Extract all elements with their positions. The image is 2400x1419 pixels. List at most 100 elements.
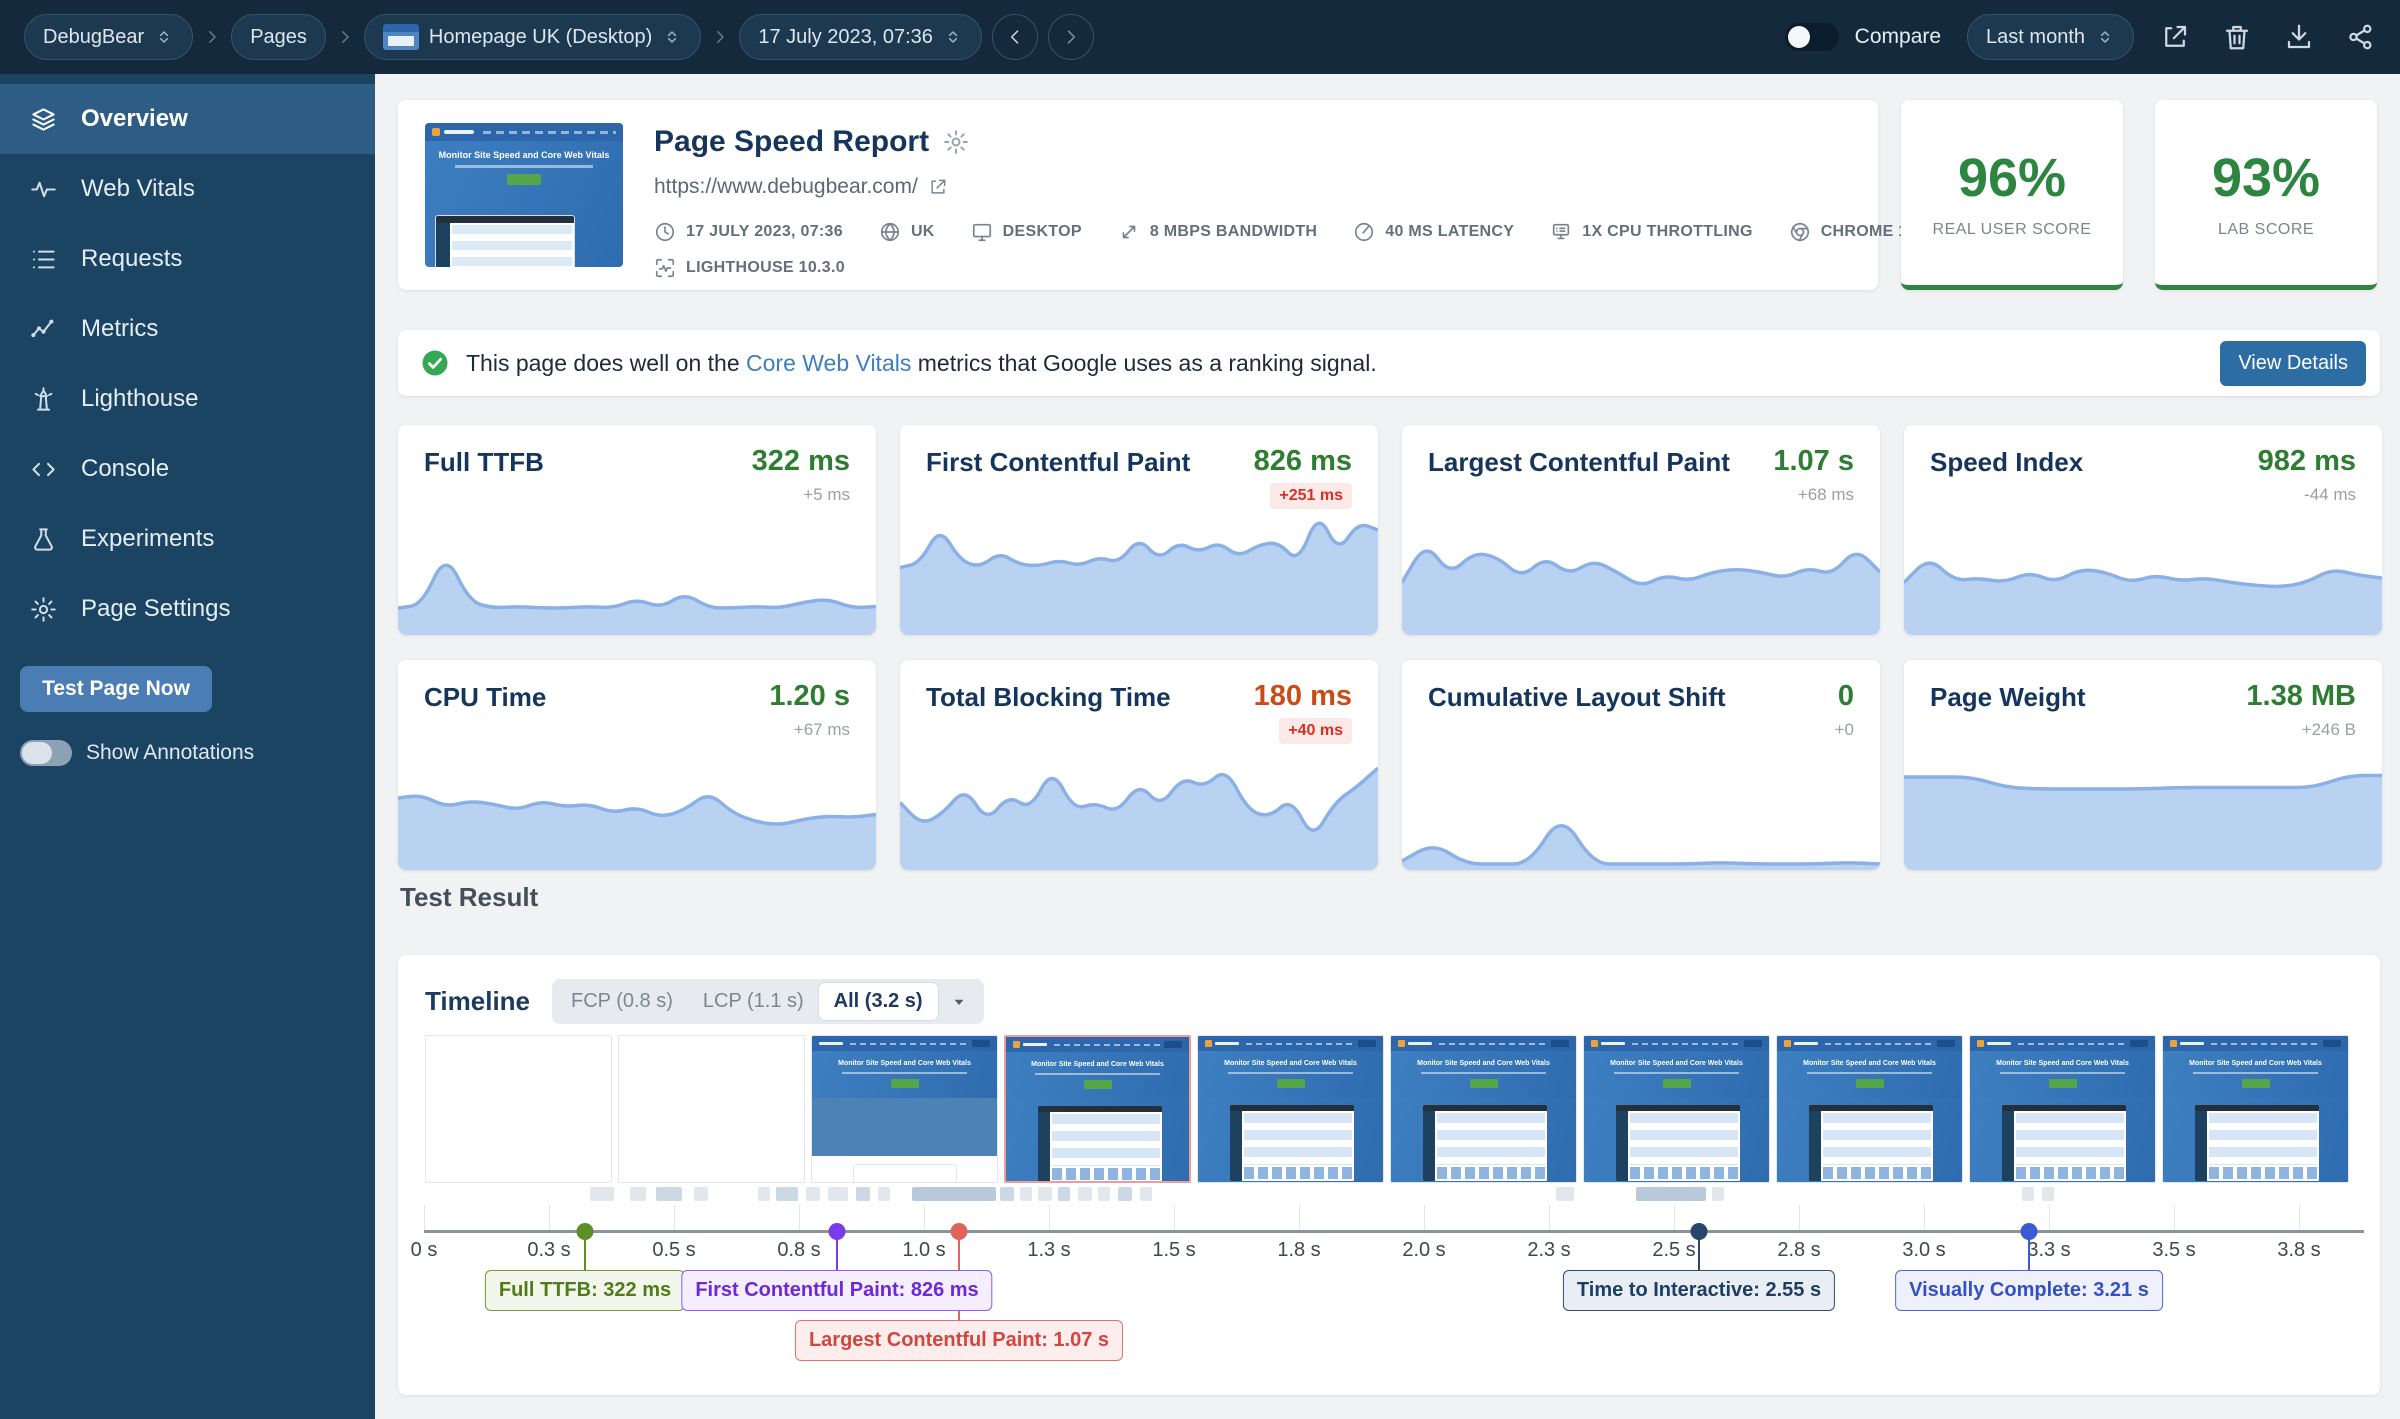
filmstrip-frame[interactable] — [618, 1035, 805, 1183]
test-page-now-button[interactable]: Test Page Now — [20, 666, 212, 712]
breadcrumb-item[interactable]: DebugBear — [24, 14, 194, 60]
monitor-icon — [971, 221, 993, 243]
breadcrumb-page-thumb-icon — [382, 24, 419, 50]
metric-value: 982 ms — [2257, 445, 2356, 477]
activity-segment — [1058, 1187, 1070, 1201]
activity-segment — [1038, 1187, 1052, 1201]
latency-icon — [1353, 221, 1375, 243]
sidebar-item-page-settings[interactable]: Page Settings — [0, 574, 375, 644]
axis-gridline — [1424, 1205, 1425, 1230]
axis-tick-label: 1.8 s — [1277, 1239, 1321, 1261]
activity-segment — [776, 1187, 798, 1201]
breadcrumb-item[interactable]: Pages — [231, 14, 326, 60]
metric-card-cumulative-layout-shift[interactable]: Cumulative Layout Shift 0 +0 — [1402, 660, 1880, 870]
metric-card-total-blocking-time[interactable]: Total Blocking Time 180 ms +40 ms — [900, 660, 1378, 870]
filmstrip-frame[interactable]: Monitor Site Speed and Core Web Vitals — [1197, 1035, 1384, 1183]
axis-tick-label: 3.0 s — [1902, 1239, 1946, 1261]
view-details-button[interactable]: View Details — [2220, 340, 2366, 386]
axis-gridline — [1049, 1205, 1050, 1230]
metric-title: CPU Time — [424, 682, 547, 712]
metric-sparkline — [1402, 720, 1880, 870]
timeline-tab-fcp[interactable]: FCP (0.8 s) — [571, 990, 673, 1012]
open-in-new-icon[interactable] — [2160, 22, 2190, 52]
date-range-select[interactable]: Last month — [1967, 14, 2134, 60]
meta-badge-label: CHROME 114 — [1820, 223, 1926, 240]
marker-dot — [828, 1223, 846, 1240]
trash-icon[interactable] — [2222, 22, 2252, 52]
compare-toggle-knob — [1787, 26, 1810, 48]
meta-badge-label: UK — [910, 223, 935, 240]
timeline-tab-lcp[interactable]: LCP (1.1 s) — [702, 990, 804, 1012]
frame-logo — [1977, 1040, 1984, 1047]
metric-card-largest-contentful-paint[interactable]: Largest Contentful Paint 1.07 s +68 ms — [1402, 425, 1880, 635]
sidebar-item-overview[interactable]: Overview — [0, 84, 375, 154]
filmstrip-frame[interactable]: Monitor Site Speed and Core Web Vitals — [1969, 1035, 2156, 1183]
frame-hero: Monitor Site Speed and Core Web Vitals — [2163, 1051, 2348, 1098]
chrome-icon — [1789, 221, 1811, 243]
share-icon[interactable] — [2346, 22, 2376, 52]
filmstrip: Monitor Site Speed and Core Web Vitals Mo… — [398, 1035, 2380, 1183]
metric-card-first-contentful-paint[interactable]: First Contentful Paint 826 ms +251 ms — [900, 425, 1378, 635]
axis-gridline — [1799, 1205, 1800, 1230]
caret-updown-icon — [943, 27, 963, 47]
report-url-link[interactable]: https://www.debugbear.com/ — [654, 175, 1858, 199]
frame-hero-title: Monitor Site Speed and Core Web Vitals — [1610, 1060, 1743, 1067]
axis-tick-label: 0 s — [410, 1239, 438, 1261]
sidebar-item-metrics[interactable]: Metrics — [0, 294, 375, 364]
thumb-logo — [432, 128, 440, 136]
metric-sparkline — [900, 485, 1378, 635]
breadcrumb-item[interactable]: Homepage UK (Desktop) — [363, 14, 702, 60]
meta-badge: 17 JULY 2023, 07:36 — [654, 221, 843, 243]
sidebar-item-label: Metrics — [81, 315, 159, 342]
metric-delta: -44 ms — [2304, 485, 2356, 504]
timeline-tab-all[interactable]: All (3.2 s) — [818, 983, 938, 1020]
filmstrip-frame[interactable]: Monitor Site Speed and Core Web Vitals — [1583, 1035, 1770, 1183]
filmstrip-frame[interactable]: Monitor Site Speed and Core Web Vitals — [1776, 1035, 1963, 1183]
activity-segment — [758, 1187, 770, 1201]
show-annotations-toggle[interactable] — [20, 740, 72, 766]
metric-delta: +40 ms — [1279, 718, 1352, 744]
frame-dashboard-window — [1038, 1106, 1162, 1181]
filmstrip-frame[interactable]: Monitor Site Speed and Core Web Vitals — [811, 1035, 998, 1183]
list-icon — [30, 246, 57, 273]
timeline-range-dropdown[interactable] — [938, 989, 980, 1015]
metric-value: 1.20 s — [769, 680, 850, 712]
metric-sparkline — [398, 485, 876, 635]
download-icon[interactable] — [2284, 22, 2314, 52]
frame-dashboard — [1970, 1098, 2155, 1182]
sidebar-item-lighthouse[interactable]: Lighthouse — [0, 364, 375, 434]
metric-card-cpu-time[interactable]: CPU Time 1.20 s +67 ms — [398, 660, 876, 870]
filmstrip-frame[interactable]: Monitor Site Speed and Core Web Vitals — [1390, 1035, 1577, 1183]
filmstrip-frame[interactable] — [425, 1035, 612, 1183]
sidebar-item-console[interactable]: Console — [0, 434, 375, 504]
metric-card-speed-index[interactable]: Speed Index 982 ms -44 ms — [1904, 425, 2382, 635]
activity-segment — [1118, 1187, 1132, 1201]
axis-gridline — [2049, 1205, 2050, 1230]
meta-badge: CHROME 114 — [1789, 221, 1925, 243]
frame-dashboard-window — [1616, 1105, 1740, 1181]
globe-icon — [879, 221, 901, 243]
main-content: Monitor Site Speed and Core Web Vitals P… — [375, 74, 2400, 1419]
sidebar-item-label: Console — [81, 455, 170, 482]
filmstrip-frame[interactable]: Monitor Site Speed and Core Web Vitals — [2162, 1035, 2349, 1183]
breadcrumb-label: 17 July 2023, 07:36 — [758, 25, 933, 48]
core-web-vitals-link[interactable]: Core Web Vitals — [746, 349, 912, 376]
metric-sparkline — [1904, 720, 2382, 870]
sidebar-item-experiments[interactable]: Experiments — [0, 504, 375, 574]
next-test-button[interactable] — [1047, 14, 1094, 60]
meta-badge-label: 1X CPU THROTTLING — [1582, 223, 1753, 240]
frame-loading-block — [812, 1098, 997, 1156]
frame-logo — [2170, 1040, 2177, 1047]
breadcrumb-item[interactable]: 17 July 2023, 07:36 — [739, 14, 982, 60]
filmstrip-frame[interactable]: Monitor Site Speed and Core Web Vitals — [1004, 1035, 1191, 1183]
sidebar-item-web-vitals[interactable]: Web Vitals — [0, 154, 375, 224]
metric-sparkline — [398, 720, 876, 870]
show-annotations-knob — [22, 742, 52, 764]
report-settings-gear-icon[interactable] — [943, 129, 969, 155]
previous-test-button[interactable] — [991, 14, 1038, 60]
metric-card-page-weight[interactable]: Page Weight 1.38 MB +246 B — [1904, 660, 2382, 870]
metric-sparkline — [900, 720, 1378, 870]
metric-card-full-ttfb[interactable]: Full TTFB 322 ms +5 ms — [398, 425, 876, 635]
compare-toggle[interactable] — [1784, 23, 1839, 51]
sidebar-item-requests[interactable]: Requests — [0, 224, 375, 294]
